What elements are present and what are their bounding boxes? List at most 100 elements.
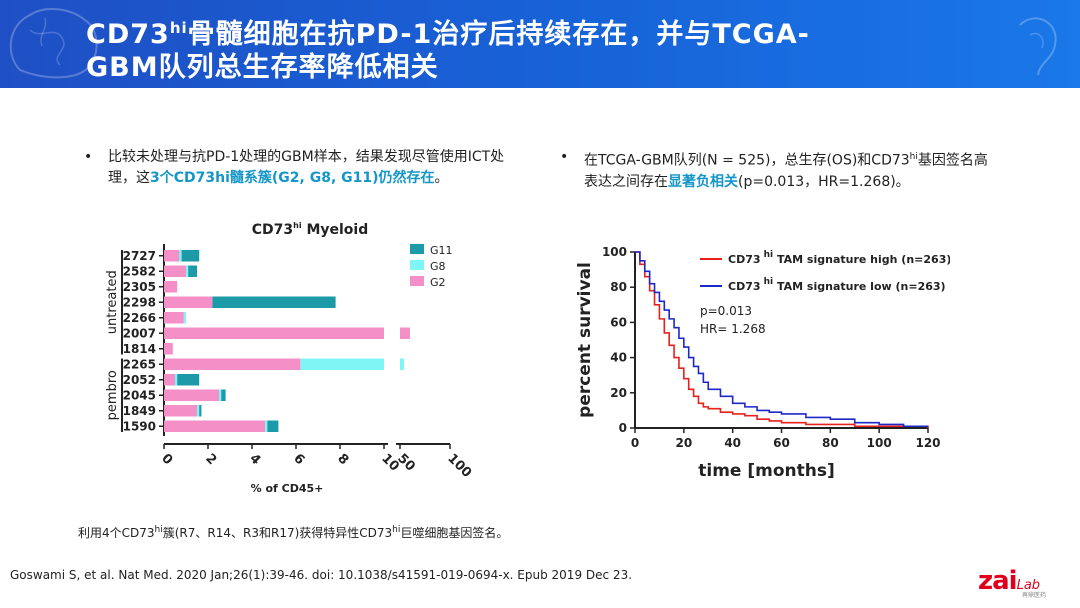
- y-tick-label: 40: [610, 351, 627, 365]
- category-label: 2265: [123, 357, 156, 371]
- category-label: 1814: [123, 342, 156, 356]
- bar-segment-G2: [164, 420, 266, 432]
- bar-segment-G11: [188, 265, 197, 277]
- category-label: 2305: [123, 280, 156, 294]
- bar-segment-G11: [267, 420, 279, 432]
- title-banner: CD73hi骨髓细胞在抗PD-1治疗后持续存在，并与TCGA- GBM队列总生存…: [0, 0, 1080, 88]
- note-text-c: 巨噬细胞基因签名。: [400, 526, 509, 540]
- bar-segment-G2: [400, 327, 410, 339]
- bar-segment-G11: [199, 405, 202, 417]
- right-bullet-text-b: 基因签名高表达之间存在: [584, 152, 988, 190]
- note-sup1: hi: [154, 525, 163, 535]
- x-tick-label: 2: [202, 451, 219, 468]
- x-tick-label: 8: [334, 451, 351, 468]
- bar-segment-G11: [212, 296, 336, 308]
- bar-segment-G2: [164, 343, 173, 355]
- bar-segment-G2: [164, 389, 219, 401]
- legend-swatch: [410, 276, 424, 286]
- logo-zai: zai: [978, 566, 1018, 596]
- category-label: 2007: [123, 326, 156, 340]
- note-text-b: 簇(R7、R14、R3和R17)获得特异性CD73: [162, 526, 393, 540]
- bar-segment-G8: [300, 358, 384, 370]
- left-bullet-end: 。: [434, 170, 449, 186]
- title-text-b: 骨髓细胞在抗PD-1治疗后持续存在，并与TCGA-: [187, 19, 810, 50]
- group-label: untreated: [105, 270, 120, 334]
- bar-segment-G8: [400, 358, 404, 370]
- km-curve-high: [635, 251, 929, 428]
- y-tick-label: 80: [610, 280, 627, 294]
- right-bullet-text: 在TCGA-GBM队列(N = 525)，总生存(OS)和CD73: [584, 152, 910, 169]
- logo-cn: 再鼎医药: [1022, 592, 1047, 599]
- legend-label: G11: [430, 244, 453, 257]
- x-tick-label: 120: [915, 436, 940, 450]
- legend-label: CD73 hi TAM signature high (n=263): [728, 250, 950, 266]
- x-axis-label: % of CD45+: [251, 482, 324, 495]
- reference-citation: Goswami S, et al. Nat Med. 2020 Jan;26(1…: [10, 568, 633, 582]
- y-tick-label: 0: [619, 421, 627, 435]
- bar-segment-G2: [164, 358, 301, 370]
- bar-segment-G2: [164, 405, 197, 417]
- bullet-dot: •: [560, 149, 569, 165]
- title-text-line2: GBM队列总生存率降低相关: [86, 52, 439, 83]
- legend-swatch: [410, 260, 424, 270]
- bar-chart-title: CD73hi Myeloid: [252, 221, 369, 238]
- page-title: CD73hi骨髓细胞在抗PD-1治疗后持续存在，并与TCGA- GBM队列总生存…: [86, 12, 986, 84]
- brain-outline-icon: [9, 8, 98, 79]
- ear-outline-icon: [1019, 17, 1057, 76]
- bar-segment-G2: [164, 281, 178, 293]
- right-bullet-text-c: (p=0.013，HR=1.268)。: [738, 173, 910, 190]
- category-label: 2052: [123, 373, 156, 387]
- bar-segment-G8: [175, 374, 178, 386]
- category-label: 2582: [123, 264, 156, 278]
- y-axis-label: percent survival: [575, 262, 595, 418]
- bar-segment-G2: [164, 312, 184, 324]
- note-text-a: 利用4个CD73: [78, 526, 155, 540]
- legend-swatch: [410, 244, 424, 254]
- legend-label: G8: [430, 260, 446, 273]
- bar-segment-G8: [219, 389, 222, 401]
- group-label: pembro: [105, 370, 120, 420]
- note-sup2: hi: [392, 525, 401, 535]
- bar-segment-G8: [179, 250, 182, 262]
- legend-label: CD73 hi TAM signature low (n=263): [728, 277, 946, 293]
- category-label: 2298: [123, 295, 156, 309]
- x-tick-label: 100: [444, 451, 474, 481]
- category-label: 2727: [123, 249, 156, 263]
- x-tick-label: 20: [675, 436, 692, 450]
- left-bullet-highlight: 3个CD73hi髓系簇(G2, G8, G11)仍然存在: [150, 170, 435, 186]
- left-bullet: • 比较未处理与抗PD-1处理的GBM样本，结果发现尽管使用ICT处理，这3个C…: [84, 147, 528, 189]
- bar-segment-G11: [177, 374, 200, 386]
- stat-annotation: HR= 1.268: [700, 322, 766, 336]
- bar-segment-G8: [183, 312, 186, 324]
- category-label: 2045: [123, 388, 156, 402]
- bar-segment-G2: [164, 296, 213, 308]
- x-tick-label: 50: [394, 451, 417, 474]
- bar-segment-G11: [181, 250, 200, 262]
- right-bullet-sup: hi: [909, 152, 918, 162]
- x-tick-label: 80: [822, 436, 839, 450]
- right-bullet-highlight: 显著负相关: [668, 173, 738, 190]
- bar-segment-G2: [164, 327, 384, 339]
- y-tick-label: 20: [610, 386, 627, 400]
- category-label: 1590: [123, 419, 156, 433]
- y-tick-label: 100: [602, 245, 627, 259]
- category-label: 2266: [123, 311, 156, 325]
- x-tick-label: 100: [867, 436, 892, 450]
- x-tick-label: 40: [724, 436, 741, 450]
- bar-segment-G8: [265, 420, 268, 432]
- title-text-a: CD73: [86, 19, 170, 50]
- stat-annotation: p=0.013: [700, 304, 752, 318]
- bullet-dot: •: [84, 149, 93, 165]
- km-curve-low: [635, 251, 928, 428]
- left-bullet-text: 比较未处理与抗PD-1处理的GBM样本，结果发现尽管使用ICT处理，这: [108, 149, 505, 186]
- title-sup: hi: [169, 19, 188, 37]
- x-tick-label: 0: [631, 436, 639, 450]
- bar-segment-G8: [197, 405, 200, 417]
- right-bullet: • 在TCGA-GBM队列(N = 525)，总生存(OS)和CD73hi基因签…: [560, 147, 994, 193]
- footnote: 利用4个CD73hi簇(R7、R14、R3和R17)获得特异性CD73hi巨噬细…: [78, 524, 508, 541]
- survival-curve-chart: 0 20 40 60 80 100 0 20 40 60 80 100 120 time [months]…: [575, 245, 950, 481]
- x-tick-label: 0: [158, 451, 175, 468]
- x-tick-label: 6: [290, 451, 307, 468]
- legend-label: G2: [430, 276, 446, 289]
- y-tick-label: 60: [610, 315, 627, 329]
